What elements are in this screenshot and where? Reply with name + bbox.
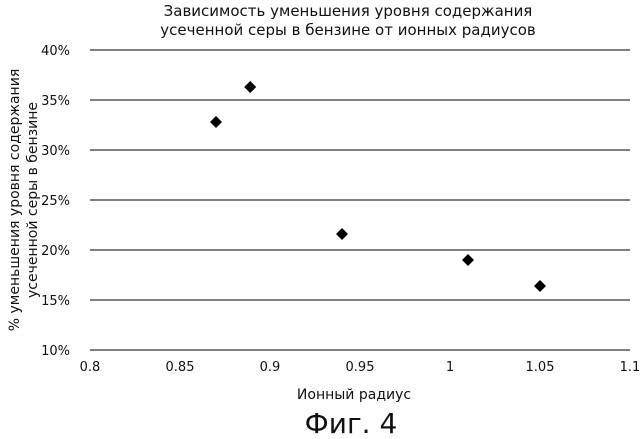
- y-tick-label: 25%: [41, 194, 70, 209]
- y-tick-label: 30%: [41, 144, 70, 159]
- y-tick-label: 35%: [41, 94, 70, 109]
- figure-caption: Фиг. 4: [305, 407, 398, 439]
- y-tick-label: 40%: [41, 44, 70, 59]
- x-tick-label: 1.1: [620, 360, 640, 375]
- y-axis-label-line-1: % уменьшения уровня содержания: [7, 69, 23, 332]
- x-tick-label: 1.05: [526, 360, 555, 375]
- x-tick-label: 0.95: [346, 360, 375, 375]
- x-tick-label: 0.9: [260, 360, 281, 375]
- y-tick-label: 10%: [41, 344, 70, 359]
- data-point: [462, 254, 474, 266]
- y-axis-label-line-2: усеченной серы в бензине: [25, 102, 41, 298]
- data-points: [210, 81, 546, 292]
- chart-title-line-1: Зависимость уменьшения уровня содержания: [164, 2, 533, 20]
- y-tick-label: 15%: [41, 294, 70, 309]
- y-axis-label: % уменьшения уровня содержания усеченной…: [7, 69, 41, 332]
- chart-title-line-2: усеченной серы в бензине от ионных радиу…: [160, 21, 535, 39]
- x-tick-label: 1: [446, 360, 454, 375]
- y-tick-label: 20%: [41, 244, 70, 259]
- x-tick-label: 0.85: [166, 360, 195, 375]
- data-point: [534, 280, 546, 292]
- data-point: [336, 228, 348, 240]
- data-point: [244, 81, 256, 93]
- x-axis-label: Ионный радиус: [297, 387, 411, 403]
- gridlines: [90, 50, 630, 300]
- chart-title: Зависимость уменьшения уровня содержания…: [160, 2, 535, 39]
- x-tick-label: 0.8: [80, 360, 101, 375]
- data-point: [210, 116, 222, 128]
- y-tick-labels: 10% 15% 20% 25% 30% 35% 40%: [41, 44, 70, 359]
- x-tick-labels: 0.8 0.85 0.9 0.95 1 1.05 1.1: [80, 360, 640, 375]
